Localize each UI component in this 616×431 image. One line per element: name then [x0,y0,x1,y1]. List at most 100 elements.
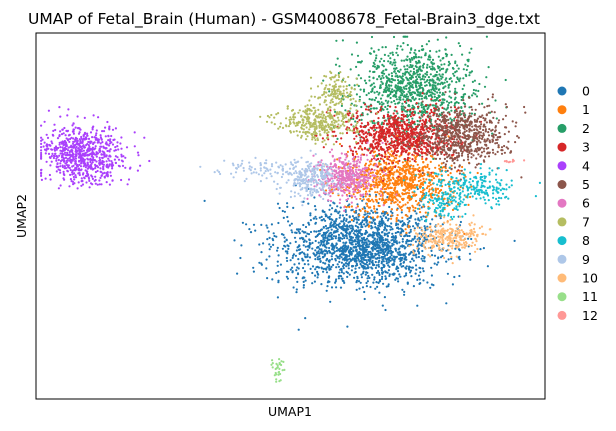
point [396,251,399,254]
point [405,192,408,195]
point [419,282,422,285]
point [366,113,369,116]
point [277,254,280,257]
point [355,279,359,282]
point [434,98,437,102]
point [400,113,403,117]
point [82,149,85,152]
point [74,167,77,170]
point [284,245,287,248]
point [426,281,429,284]
point [409,178,412,181]
point [404,95,407,99]
point [398,98,401,101]
point [430,88,433,91]
point [388,176,391,180]
point [354,267,357,270]
point [423,78,426,81]
point [413,178,417,181]
point [304,256,307,259]
point [120,178,123,182]
point [407,104,410,107]
point [405,231,408,234]
point [352,219,355,223]
point [463,84,466,87]
point [304,245,307,248]
point [391,88,394,91]
point [417,75,420,78]
point [86,167,89,170]
point [99,142,102,145]
point [416,168,419,171]
point [363,207,366,210]
point [418,110,421,113]
point [462,68,465,71]
point [378,181,381,184]
point [388,120,391,123]
point [406,183,409,186]
point [402,144,405,147]
point [365,281,368,285]
point [386,219,389,222]
point [314,258,317,261]
point [381,243,384,246]
point [397,219,400,222]
point [453,106,457,109]
point [286,277,289,280]
point [419,78,422,81]
point [417,201,420,205]
point [345,254,348,257]
point [371,198,374,201]
point [407,79,410,82]
point [382,210,385,213]
point [415,193,418,196]
point [396,44,399,47]
point [387,100,390,103]
point [363,265,366,268]
point [73,172,76,175]
point [367,239,370,242]
point [401,72,405,75]
point [114,155,117,158]
point [352,117,355,121]
point [420,151,423,154]
point [450,164,453,167]
point [409,58,412,62]
point [422,279,425,282]
point [331,207,334,210]
point [385,262,388,265]
point [429,127,432,130]
point [389,191,392,194]
point [393,124,396,128]
point [330,258,334,261]
point [104,135,107,138]
point [394,130,397,133]
point [385,90,388,93]
point [302,266,305,270]
point [370,253,374,256]
point [372,140,375,143]
point [252,270,255,273]
point [348,224,351,227]
point [437,55,440,58]
point [70,136,73,139]
point [318,252,321,255]
point [366,277,369,280]
point [88,179,91,182]
point [57,187,61,190]
point [285,239,288,242]
point [384,190,387,193]
point [483,85,487,88]
point [381,258,384,261]
point [421,157,424,161]
point [339,247,342,250]
point [420,216,423,219]
point [361,265,364,268]
point [365,241,368,244]
point [314,215,317,218]
point [399,206,402,209]
point [414,218,417,221]
point [434,174,438,178]
point [416,203,419,206]
point [342,252,345,255]
